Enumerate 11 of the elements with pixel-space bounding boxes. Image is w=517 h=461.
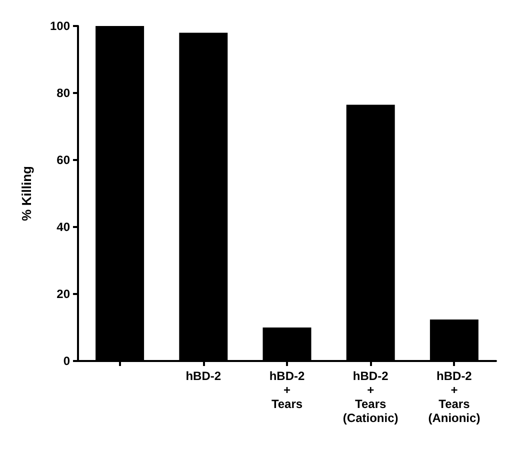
- y-tick-label: 40: [56, 220, 70, 234]
- y-tick-label: 100: [50, 19, 70, 33]
- x-tick-label: hBD-2 + Tears (Cationic): [342, 369, 398, 425]
- y-tick-label: 20: [56, 287, 70, 301]
- y-tick-label: 0: [63, 354, 70, 368]
- x-tick-label: hBD-2 + Tears: [269, 369, 305, 411]
- y-axis-title: % Killing: [19, 166, 34, 221]
- y-tick-label: 80: [56, 86, 70, 100]
- x-tick-label: hBD-2: [186, 369, 222, 383]
- y-tick-label: 60: [56, 153, 70, 167]
- x-tick-label: hBD-2 + Tears (Anionic): [428, 369, 480, 425]
